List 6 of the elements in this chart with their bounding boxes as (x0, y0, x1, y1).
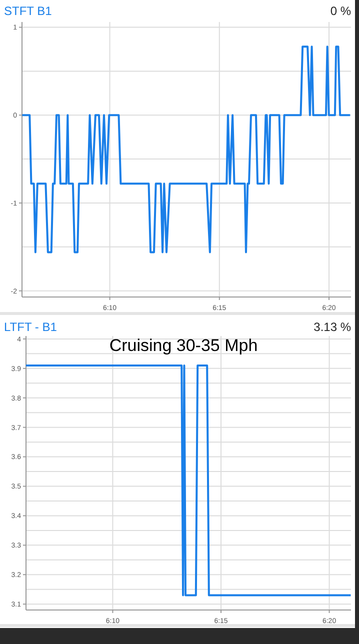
annotation: Cruising 30-35 Mph (109, 336, 258, 355)
chart-title: LTFT - B1 (4, 320, 58, 334)
chart-title: STFT B1 (4, 4, 52, 18)
line-series (21, 46, 352, 254)
chart-subtitle: 3.13 % (314, 320, 352, 334)
chart-subtitle: 0 % (330, 4, 352, 18)
